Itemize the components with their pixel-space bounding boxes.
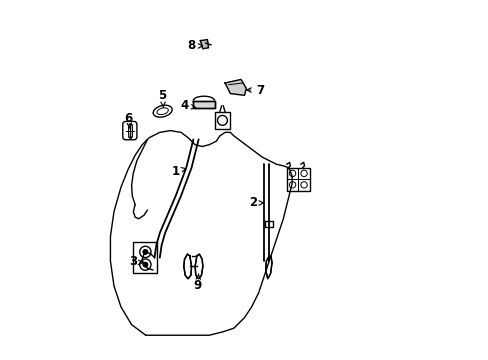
Text: 6: 6 bbox=[124, 112, 133, 128]
Text: 2: 2 bbox=[249, 197, 263, 210]
Text: 3: 3 bbox=[129, 255, 143, 268]
Polygon shape bbox=[193, 100, 214, 108]
Polygon shape bbox=[183, 254, 191, 279]
Text: 1: 1 bbox=[171, 165, 185, 178]
Text: 9: 9 bbox=[193, 274, 202, 292]
Polygon shape bbox=[265, 256, 271, 279]
Text: 8: 8 bbox=[187, 40, 202, 53]
Text: 5: 5 bbox=[158, 89, 166, 107]
Polygon shape bbox=[224, 80, 246, 95]
Bar bbox=[133, 242, 157, 274]
Polygon shape bbox=[195, 254, 203, 279]
Circle shape bbox=[142, 262, 147, 267]
Polygon shape bbox=[200, 40, 208, 49]
Text: 4: 4 bbox=[180, 99, 195, 112]
Text: 7: 7 bbox=[246, 84, 264, 96]
Circle shape bbox=[142, 249, 147, 255]
